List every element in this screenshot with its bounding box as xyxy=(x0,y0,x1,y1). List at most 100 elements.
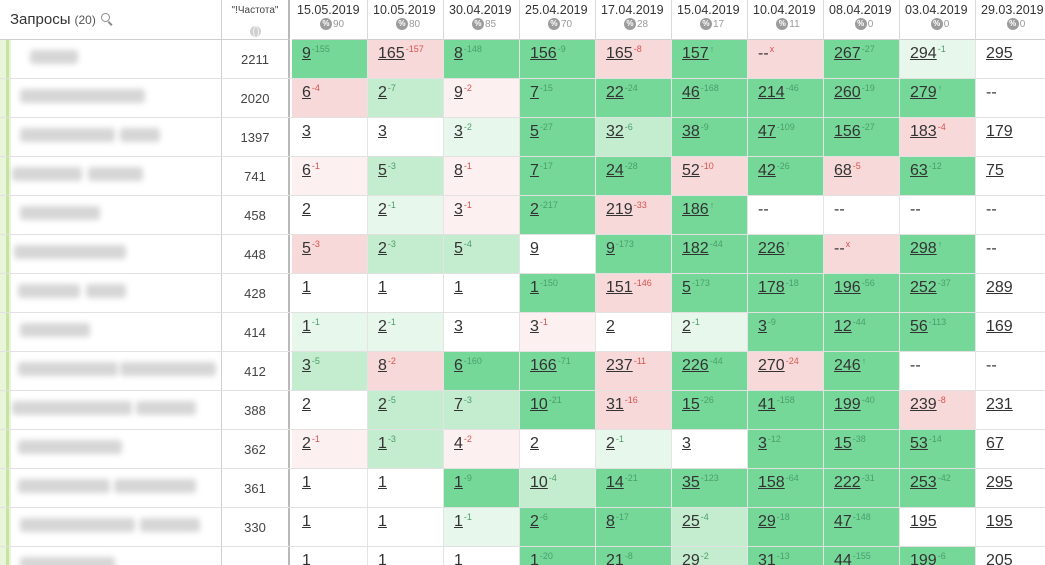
position-value[interactable]: 1 xyxy=(378,552,387,565)
position-cell[interactable]: 10-4 xyxy=(520,469,596,507)
position-cell[interactable]: 15-38 xyxy=(824,430,900,468)
position-value[interactable]: 5 xyxy=(378,162,387,179)
position-value[interactable]: 46 xyxy=(682,84,700,101)
position-cell[interactable]: 2-3 xyxy=(368,235,444,273)
position-value[interactable]: 183 xyxy=(910,123,937,140)
position-cell[interactable]: 1 xyxy=(368,274,444,312)
position-value[interactable]: 165 xyxy=(606,45,633,62)
position-value[interactable]: 2 xyxy=(530,201,539,218)
position-cell[interactable]: 186↑ xyxy=(672,196,748,234)
position-cell[interactable]: 2-7 xyxy=(368,79,444,117)
position-cell[interactable]: 1 xyxy=(368,547,444,565)
position-cell[interactable]: 42-26 xyxy=(748,157,824,195)
position-value[interactable]: 53 xyxy=(910,435,928,452)
position-value[interactable]: 1 xyxy=(302,513,311,530)
position-cell[interactable]: 7-17 xyxy=(520,157,596,195)
query-cell[interactable] xyxy=(0,79,222,117)
query-cell[interactable] xyxy=(0,118,222,156)
position-value[interactable]: 158 xyxy=(758,474,785,491)
position-value[interactable]: 42 xyxy=(758,162,776,179)
position-value[interactable]: 3 xyxy=(682,435,691,452)
position-cell[interactable]: 3-2 xyxy=(444,118,520,156)
position-value[interactable]: 1 xyxy=(302,279,311,296)
position-value[interactable]: 9 xyxy=(530,240,539,257)
query-cell[interactable] xyxy=(0,157,222,195)
position-value[interactable]: 166 xyxy=(530,357,557,374)
position-value[interactable]: 2 xyxy=(682,318,691,335)
position-cell[interactable]: 199-40 xyxy=(824,391,900,429)
position-cell[interactable]: 237-11 xyxy=(596,352,672,390)
position-cell[interactable]: 1 xyxy=(368,508,444,546)
date-column-header[interactable]: 29.03.2019% 0 xyxy=(976,0,1045,40)
position-value[interactable]: 199 xyxy=(910,552,937,565)
position-cell[interactable]: 8-17 xyxy=(596,508,672,546)
position-value[interactable]: 29 xyxy=(758,513,776,530)
position-value[interactable]: 2 xyxy=(530,513,539,530)
position-cell[interactable]: 2-1 xyxy=(672,313,748,351)
position-value[interactable]: 3 xyxy=(302,123,311,140)
query-cell[interactable] xyxy=(0,469,222,507)
position-cell[interactable]: 1-150 xyxy=(520,274,596,312)
position-cell[interactable]: 9 xyxy=(520,235,596,273)
position-value[interactable]: 2 xyxy=(302,435,311,452)
position-cell[interactable]: 295 xyxy=(976,40,1045,78)
position-cell[interactable]: 63-12 xyxy=(900,157,976,195)
position-cell[interactable]: 44-155 xyxy=(824,547,900,565)
position-cell[interactable]: 182-44 xyxy=(672,235,748,273)
position-value[interactable]: 226 xyxy=(758,240,785,257)
position-value[interactable]: 9 xyxy=(454,84,463,101)
position-cell[interactable]: 8-1 xyxy=(444,157,520,195)
position-value[interactable]: 24 xyxy=(606,162,624,179)
position-cell[interactable]: 195 xyxy=(976,508,1045,546)
position-value[interactable]: 47 xyxy=(758,123,776,140)
position-cell[interactable]: -- xyxy=(976,352,1045,390)
query-cell[interactable] xyxy=(0,508,222,546)
position-value[interactable]: 267 xyxy=(834,45,861,62)
query-cell[interactable] xyxy=(0,391,222,429)
position-value[interactable]: 252 xyxy=(910,279,937,296)
position-value[interactable]: 1 xyxy=(454,279,463,296)
position-cell[interactable]: 29-2 xyxy=(672,547,748,565)
position-value[interactable]: 2 xyxy=(302,201,311,218)
position-value[interactable]: 1 xyxy=(302,318,311,335)
position-cell[interactable]: 22-24 xyxy=(596,79,672,117)
position-value[interactable]: 186 xyxy=(682,201,709,218)
position-value[interactable]: 8 xyxy=(454,162,463,179)
position-cell[interactable]: 205 xyxy=(976,547,1045,565)
position-value[interactable]: 295 xyxy=(986,474,1013,491)
position-cell[interactable]: -- xyxy=(748,196,824,234)
position-value[interactable]: 260 xyxy=(834,84,861,101)
position-cell[interactable]: 1 xyxy=(292,469,368,507)
position-value[interactable]: 12 xyxy=(834,318,852,335)
position-cell[interactable]: -- xyxy=(976,196,1045,234)
position-cell[interactable]: 279↑ xyxy=(900,79,976,117)
position-cell[interactable]: 166-71 xyxy=(520,352,596,390)
position-cell[interactable]: 252-37 xyxy=(900,274,976,312)
query-cell[interactable] xyxy=(0,430,222,468)
position-value[interactable]: 31 xyxy=(606,396,624,413)
position-cell[interactable]: 25-4 xyxy=(672,508,748,546)
position-cell[interactable]: 156-9 xyxy=(520,40,596,78)
position-value[interactable]: 5 xyxy=(454,240,463,257)
position-value[interactable]: 44 xyxy=(834,552,852,565)
position-value[interactable]: 41 xyxy=(758,396,776,413)
date-column-header[interactable]: 17.04.2019% 28 xyxy=(596,0,672,40)
position-cell[interactable]: 6-4 xyxy=(292,79,368,117)
position-cell[interactable]: 295 xyxy=(976,469,1045,507)
position-cell[interactable]: 156-27 xyxy=(824,118,900,156)
position-cell[interactable]: -- xyxy=(976,235,1045,273)
position-cell[interactable]: 3-5 xyxy=(292,352,368,390)
position-value[interactable]: 157 xyxy=(682,45,709,62)
position-value[interactable]: 156 xyxy=(834,123,861,140)
position-cell[interactable]: -- xyxy=(900,352,976,390)
position-cell[interactable]: 1-1 xyxy=(444,508,520,546)
position-cell[interactable]: 5-4 xyxy=(444,235,520,273)
frequency-header[interactable]: "!Частота" xyxy=(222,0,290,40)
position-value[interactable]: 2 xyxy=(530,435,539,452)
position-cell[interactable]: 195 xyxy=(900,508,976,546)
position-value[interactable]: 8 xyxy=(378,357,387,374)
date-column-header[interactable]: 03.04.2019% 0 xyxy=(900,0,976,40)
position-value[interactable]: 5 xyxy=(530,123,539,140)
position-value[interactable]: 22 xyxy=(606,84,624,101)
position-value[interactable]: 3 xyxy=(454,123,463,140)
